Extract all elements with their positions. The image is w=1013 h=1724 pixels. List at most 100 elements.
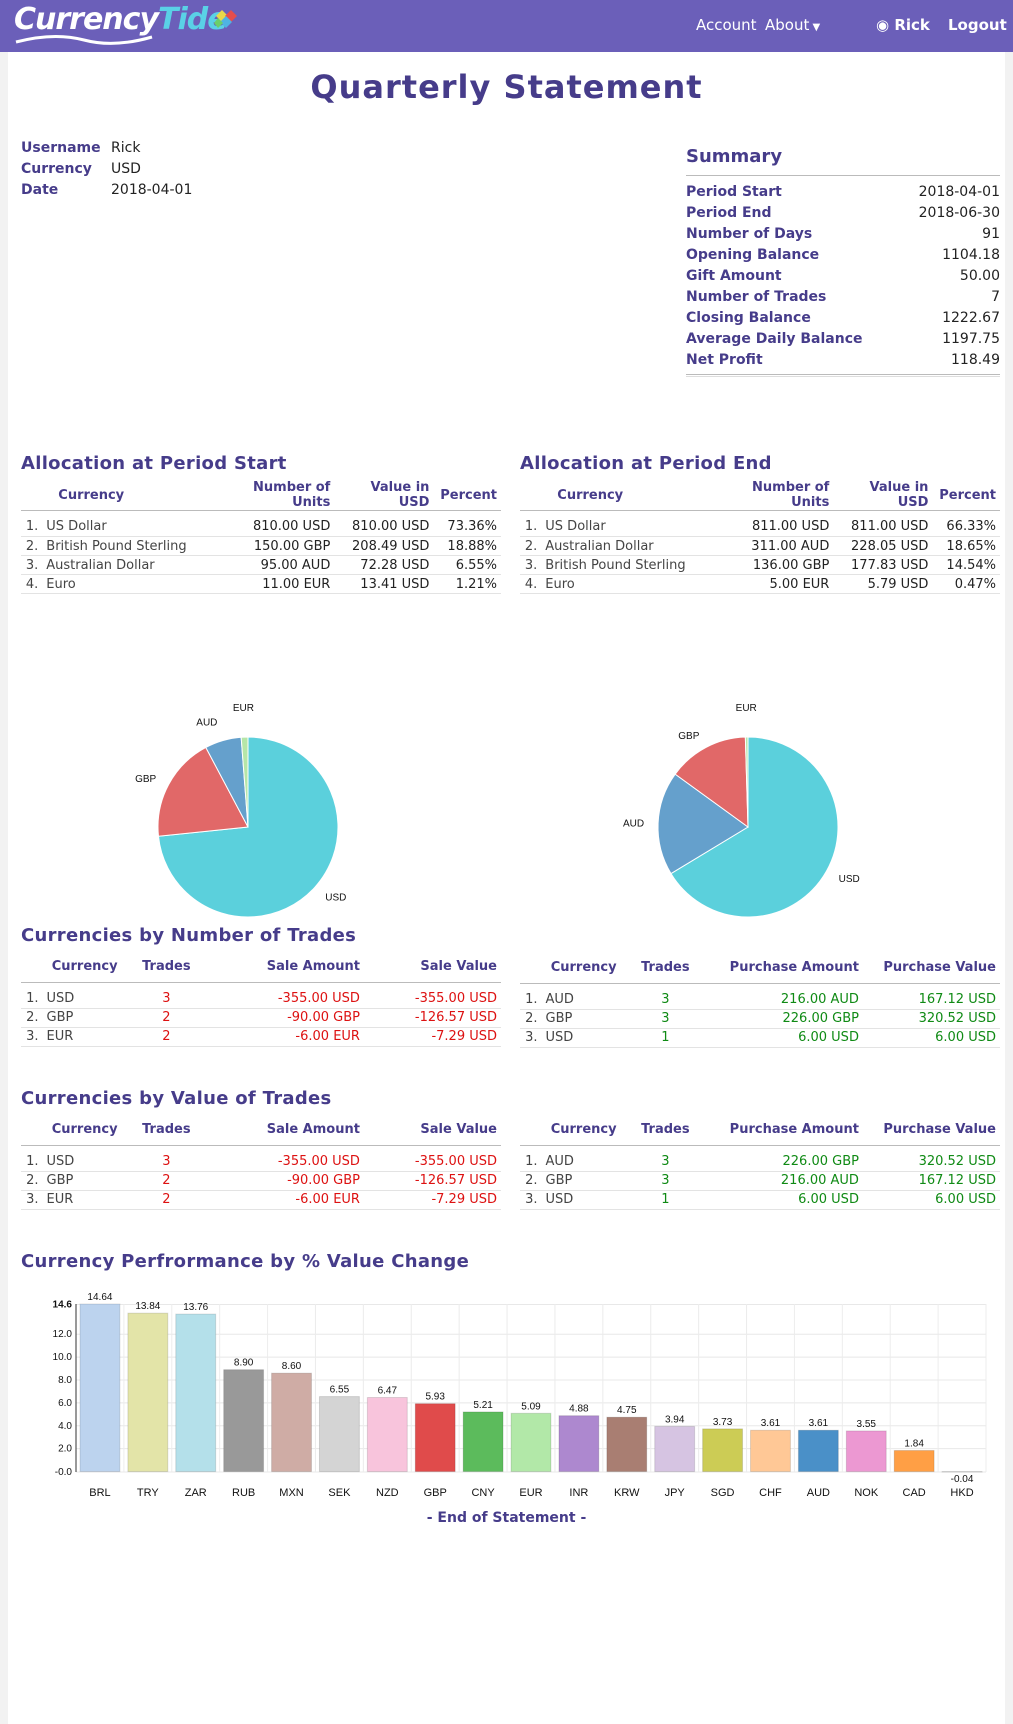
cell-trades: 2 [126, 1008, 206, 1028]
column-header[interactable]: Currency [42, 952, 127, 983]
summary-label: Opening Balance [686, 247, 820, 263]
x-tick-label: CHF [759, 1487, 782, 1499]
logo[interactable]: CurrencyTide [14, 2, 254, 48]
column-header[interactable]: Percent [433, 480, 501, 511]
cell-value: 208.49 USD [334, 536, 434, 556]
column-header[interactable]: Value in USD [833, 480, 933, 511]
trades-number-sale-table: Currency Trades Sale Amount Sale Value 1. USD… [21, 952, 501, 1047]
cell-currency: USD [42, 1145, 127, 1172]
bar-zar[interactable] [175, 1313, 217, 1473]
column-header[interactable]: Currency [541, 1115, 626, 1146]
bar-nzd[interactable] [366, 1396, 408, 1473]
bar-try[interactable] [127, 1312, 169, 1473]
pie-label: USD [325, 893, 346, 904]
summary-label: Net Profit [686, 352, 763, 368]
bar-jpy[interactable] [654, 1425, 696, 1473]
x-tick-label: GBP [424, 1487, 447, 1499]
column-header[interactable]: Sale Value [363, 952, 501, 983]
column-header[interactable]: Purchase Value [862, 953, 1000, 984]
bar-hkd[interactable] [941, 1471, 983, 1473]
column-header[interactable]: Trades [126, 1115, 206, 1146]
column-header[interactable]: Purchase Amount [704, 953, 863, 984]
bar-eur[interactable] [510, 1412, 552, 1473]
pie-slice-eur[interactable] [240, 736, 249, 828]
summary-rows: Period Start 2018-04-01 Period End 2018-06-… [686, 176, 1000, 371]
summary-value: 2018-06-30 [918, 205, 1000, 221]
column-header[interactable]: Value in USD [334, 480, 434, 511]
x-tick-label: INR [569, 1487, 588, 1499]
column-header[interactable]: Trades [625, 953, 705, 984]
x-tick-label: EUR [519, 1487, 542, 1499]
navbar: CurrencyTide Account About ▼ ◉ Rick Logo… [0, 0, 1013, 52]
pie-slice-gbp[interactable] [157, 746, 249, 837]
bar-value-label: 3.73 [713, 1417, 733, 1428]
table-row: 1. USD 3 -355.00 USD -355.00 USD [21, 982, 501, 1009]
account-info: Username Rick Currency USD Date 2018-04-01 [21, 140, 192, 203]
cell-units: 5.00 EUR [718, 574, 834, 594]
cell-units: 811.00 USD [718, 510, 834, 537]
bar-gbp[interactable] [414, 1403, 456, 1473]
nav-user[interactable]: ◉ Rick [876, 16, 930, 34]
column-header[interactable]: Purchase Amount [704, 1115, 863, 1146]
cell-currency: Euro [541, 574, 719, 594]
column-header[interactable]: Purchase Value [862, 1115, 1000, 1146]
row-index: 2. [21, 1171, 43, 1191]
pie-slice-usd[interactable] [670, 736, 839, 918]
column-header[interactable]: Currency [42, 1115, 127, 1146]
cell-currency: British Pound Sterling [42, 536, 220, 556]
row-index: 1. [520, 1145, 542, 1172]
summary-value: 118.49 [951, 352, 1000, 368]
bar-chf[interactable] [750, 1429, 791, 1473]
bar-inr[interactable] [558, 1415, 600, 1473]
column-header[interactable]: Currency [42, 480, 220, 511]
bar-cny[interactable] [462, 1411, 504, 1473]
y-tick-label: 2.0 [58, 1444, 72, 1455]
cell-amount: 226.00 GBP [704, 1009, 863, 1029]
pie-slice-gbp[interactable] [674, 736, 749, 829]
user-circle-icon: ◉ [876, 16, 890, 34]
column-header[interactable]: Percent [932, 480, 1000, 511]
column-header[interactable]: Trades [126, 952, 206, 983]
row-index: 3. [520, 1028, 542, 1048]
cell-value: -126.57 USD [363, 1008, 501, 1028]
bar-value-label: -0.04 [951, 1474, 974, 1485]
bar-aud[interactable] [797, 1429, 839, 1473]
column-header[interactable]: Sale Amount [205, 952, 364, 983]
bar-mxn[interactable] [271, 1372, 312, 1473]
cell-amount: -355.00 USD [205, 982, 364, 1009]
bar-nok[interactable] [845, 1430, 887, 1473]
summary-title: Summary [686, 146, 1000, 176]
bar-krw[interactable] [606, 1416, 648, 1473]
x-tick-label: BRL [89, 1487, 110, 1499]
bar-sgd[interactable] [702, 1428, 744, 1473]
nav-about-dropdown[interactable]: About ▼ [765, 16, 820, 34]
bar-sek[interactable] [318, 1396, 360, 1473]
logout-link[interactable]: Logout [948, 16, 1007, 34]
table-row: 1. AUD 3 226.00 GBP 320.52 USD [520, 1145, 1000, 1172]
table-row: 2. GBP 2 -90.00 GBP -126.57 USD [21, 1171, 501, 1191]
cell-amount: 216.00 AUD [704, 983, 863, 1010]
pie-slice-eur[interactable] [744, 736, 749, 828]
column-header[interactable]: Currency [541, 480, 719, 511]
summary-panel: Summary Period Start 2018-04-01 Period End… [686, 146, 1000, 377]
column-header[interactable]: Sale Value [363, 1115, 501, 1146]
cell-units: 136.00 GBP [718, 555, 834, 575]
bar-cad[interactable] [893, 1449, 935, 1473]
nav-account-link[interactable]: Account [696, 16, 757, 34]
cell-amount: -6.00 EUR [205, 1027, 364, 1047]
cell-currency: AUD [541, 983, 626, 1010]
row-index: 1. [520, 510, 542, 537]
column-header[interactable]: Number of Units [219, 480, 335, 511]
column-header[interactable]: Sale Amount [205, 1115, 364, 1146]
cell-percent: 18.65% [932, 536, 1000, 556]
logo-text: CurrencyTide [14, 2, 228, 37]
column-header[interactable]: Currency [541, 953, 626, 984]
bar-rub[interactable] [223, 1369, 265, 1473]
column-header[interactable]: Number of Units [718, 480, 834, 511]
bar-brl[interactable] [79, 1303, 121, 1473]
bar-value-label: 13.84 [135, 1301, 160, 1312]
pie-slice-aud[interactable] [657, 773, 749, 875]
column-header[interactable]: Trades [625, 1115, 705, 1146]
info-label: Currency [21, 161, 92, 177]
summary-label: Average Daily Balance [686, 331, 863, 347]
